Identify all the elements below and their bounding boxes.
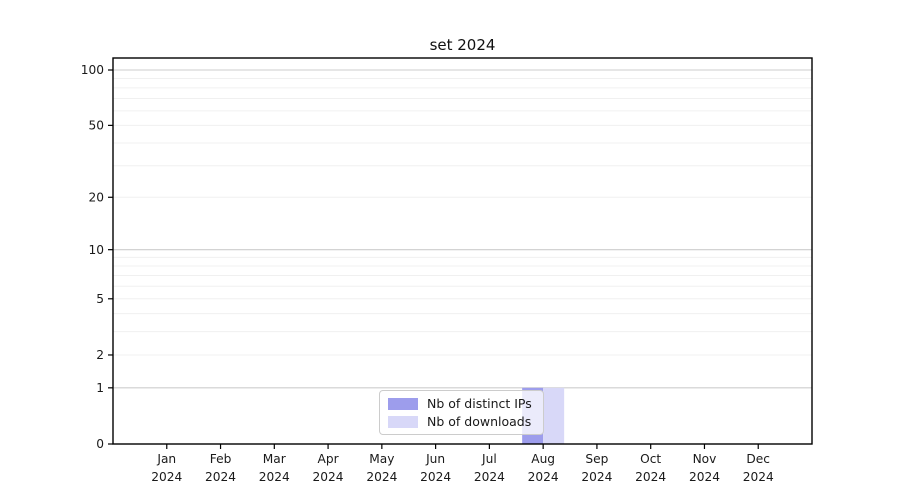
legend-item-distinct-ips: Nb of distinct IPs	[388, 396, 535, 411]
x-tick-label-year: 2024	[743, 470, 774, 484]
chart-legend: Nb of distinct IPs Nb of downloads	[379, 390, 544, 435]
x-tick-label-month: Dec	[746, 452, 770, 466]
y-tick-label: 2	[96, 348, 104, 362]
x-tick-label-year: 2024	[474, 470, 505, 484]
x-tick-label-month: Apr	[318, 452, 340, 466]
x-tick-label-year: 2024	[689, 470, 720, 484]
bar-aug-downloads	[543, 387, 565, 444]
x-tick-label-year: 2024	[581, 470, 612, 484]
x-tick-label-month: Jun	[425, 452, 445, 466]
y-tick-label: 100	[81, 63, 104, 77]
y-tick-label: 10	[88, 243, 104, 257]
legend-swatch-downloads-icon	[388, 415, 418, 428]
x-tick-label-month: Nov	[693, 452, 717, 466]
y-tick-label: 20	[88, 190, 104, 204]
legend-item-downloads: Nb of downloads	[388, 414, 535, 429]
x-tick-label-month: May	[369, 452, 394, 466]
y-tick-label: 1	[96, 381, 104, 395]
x-tick-label-month: Jul	[481, 452, 497, 466]
legend-label-distinct-ips: Nb of distinct IPs	[427, 396, 532, 411]
x-tick-label-month: Jan	[156, 452, 176, 466]
y-tick-label: 0	[96, 437, 104, 451]
x-tick-label-month: Sep	[585, 452, 608, 466]
x-tick-label-year: 2024	[259, 470, 290, 484]
chart-title: set 2024	[429, 36, 496, 54]
x-tick-label-year: 2024	[635, 470, 666, 484]
x-tick-label-year: 2024	[366, 470, 397, 484]
legend-label-downloads: Nb of downloads	[427, 414, 532, 429]
y-tick-label: 5	[96, 292, 104, 306]
y-tick-label: 50	[88, 119, 104, 133]
x-tick-label-year: 2024	[151, 470, 182, 484]
x-tick-label-year: 2024	[205, 470, 236, 484]
x-tick-label-month: Feb	[210, 452, 232, 466]
axes-frame	[112, 57, 813, 445]
x-tick-label-year: 2024	[313, 470, 344, 484]
x-tick-label-year: 2024	[420, 470, 451, 484]
x-tick-label-month: Aug	[531, 452, 555, 466]
x-tick-label-year: 2024	[528, 470, 559, 484]
legend-swatch-distinct-ips-icon	[388, 397, 418, 410]
x-tick-label-month: Mar	[263, 452, 287, 466]
x-tick-label-month: Oct	[640, 452, 661, 466]
